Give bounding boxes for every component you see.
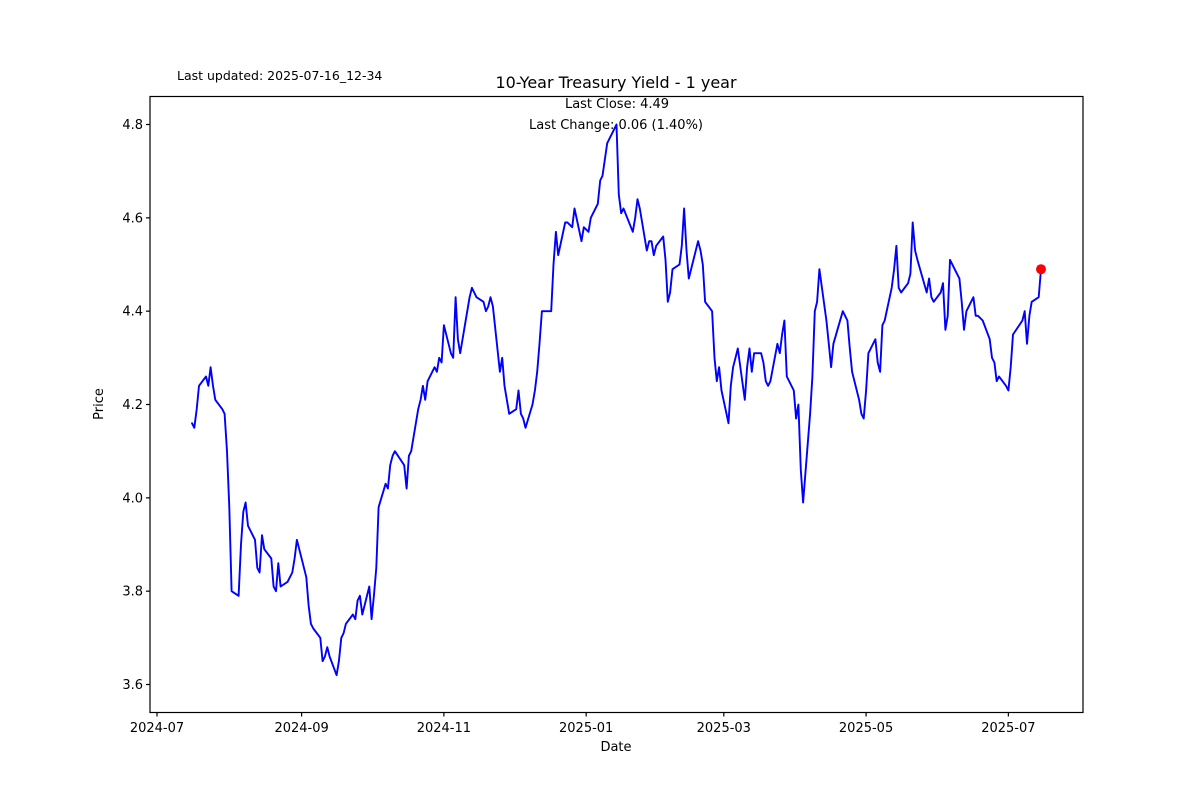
plot-border [149, 95, 1084, 714]
x-axis-tick-label: 2025-07 [981, 721, 1035, 736]
last-close-annotation: Last Close: 4.49 [565, 97, 669, 112]
y-axis-label: Price [92, 388, 107, 420]
x-axis-tick-label: 2025-03 [697, 721, 751, 736]
chart-title: 10-Year Treasury Yield - 1 year [495, 73, 737, 92]
x-axis-tick-label: 2024-11 [417, 721, 471, 736]
x-axis-tick-label: 2025-05 [839, 721, 893, 736]
yield-line [191, 123, 1042, 677]
y-axis-tick-label: 4.8 [122, 118, 143, 133]
y-axis-tick-label: 4.6 [122, 211, 143, 226]
last-updated-text: Last updated: 2025-07-16_12-34 [177, 68, 382, 83]
x-axis-tick-label: 2024-07 [130, 721, 184, 736]
x-axis-tick-label: 2025-01 [559, 721, 613, 736]
x-axis-tick-label: 2024-09 [274, 721, 328, 736]
plot-area: 2024-07 2024-09 2024-11 2025-01 2025-03 2025-… [122, 95, 1084, 736]
y-axis-tick-label: 4.2 [122, 398, 143, 413]
last-close-marker [1036, 264, 1046, 275]
y-axis-tick-label: 4.0 [122, 491, 143, 506]
x-axis-label: Date [600, 740, 631, 755]
y-axis-tick-label: 4.4 [122, 305, 143, 320]
y-axis-tick-label: 3.8 [122, 585, 143, 600]
y-axis-tick-label: 3.6 [122, 678, 143, 693]
